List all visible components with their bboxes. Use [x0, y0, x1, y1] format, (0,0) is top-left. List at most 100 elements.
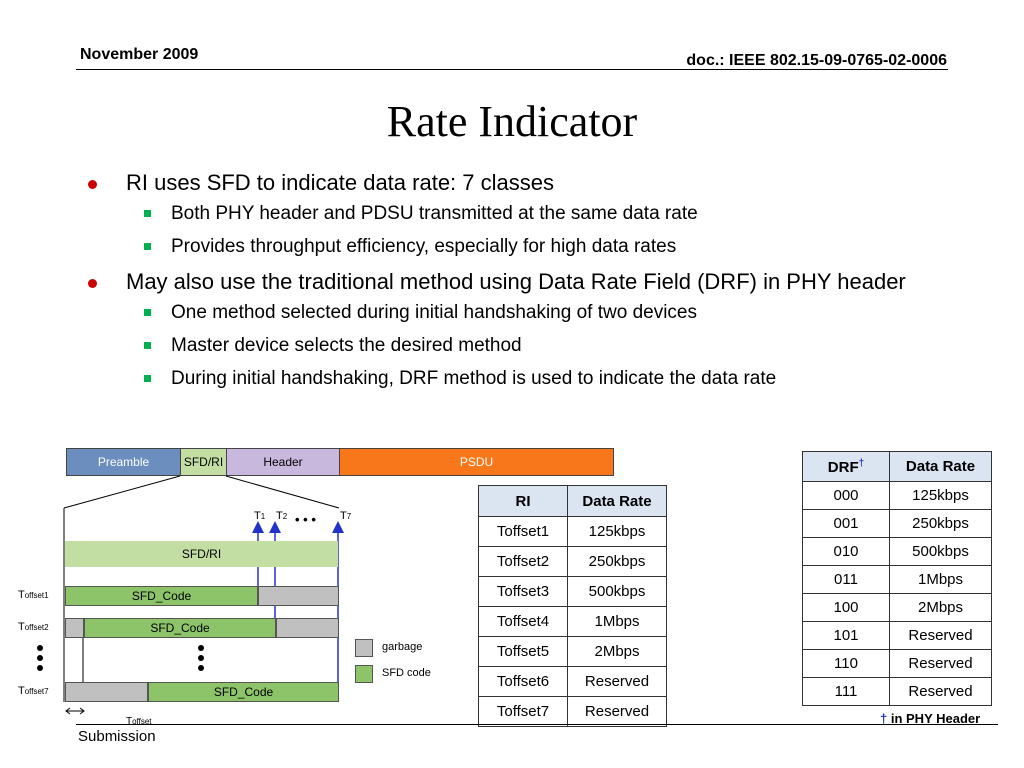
table-row: Toffset2 250kbps: [478, 546, 667, 577]
footer-submission: Submission: [78, 728, 156, 745]
table-cell: 125kbps: [889, 481, 992, 510]
table-cell: Toffset6: [478, 666, 568, 697]
sfd-ri-expanded: SFD/RI: [65, 541, 338, 567]
bullet-item: May also use the traditional method usin…: [88, 267, 928, 297]
legend-garbage-label: garbage: [382, 641, 423, 653]
garbage-segment: [258, 586, 339, 606]
legend-garbage-swatch: [355, 639, 373, 657]
t1-label: T1: [254, 510, 266, 522]
table-cell: 101: [802, 621, 890, 650]
table-cell: Toffset4: [478, 606, 568, 637]
sub-bullet-text: Provides throughput efficiency, especial…: [171, 236, 677, 257]
footer-divider: [76, 724, 998, 725]
table-cell: 1Mbps: [567, 606, 667, 637]
sub-bullet-item: One method selected during initial hands…: [88, 300, 928, 326]
square-bullet-icon: [144, 243, 151, 250]
legend-sfd-label: SFD code: [382, 667, 431, 679]
table-cell: Toffset7: [478, 696, 568, 727]
square-bullet-icon: [144, 309, 151, 316]
vertical-dots-icon: [37, 645, 43, 671]
square-bullet-icon: [144, 375, 151, 382]
page-title: Rate Indicator: [386, 97, 638, 146]
ri-col-header: RI: [478, 485, 568, 517]
table-cell: 001: [802, 509, 890, 538]
table-cell: 2Mbps: [889, 593, 992, 622]
row-label-offset7: Toffset7: [18, 685, 49, 697]
dots-label: • • •: [295, 512, 316, 527]
toffset-label: Toffset: [126, 716, 152, 727]
ri-col-header: Data Rate: [567, 485, 667, 517]
table-cell: Toffset1: [478, 516, 568, 547]
table-row: 010 500kbps: [802, 537, 992, 566]
bullet-dot-icon: [88, 279, 97, 288]
dagger-icon: †: [858, 457, 865, 469]
table-cell: 100: [802, 593, 890, 622]
date-label: November 2009: [80, 46, 199, 63]
table-cell: Reserved: [889, 649, 992, 678]
bullet-text: May also use the traditional method usin…: [126, 269, 906, 294]
row-label-offset1: Toffset1: [18, 589, 49, 601]
table-row: Toffset3 500kbps: [478, 576, 667, 607]
table-cell: 500kbps: [889, 537, 992, 566]
table-row: Toffset7 Reserved: [478, 696, 667, 727]
square-bullet-icon: [144, 210, 151, 217]
sfd-code-segment: SFD_Code: [148, 682, 339, 702]
table-row: Toffset1 125kbps: [478, 516, 667, 547]
table-cell: 2Mbps: [567, 636, 667, 667]
dagger-icon: †: [880, 711, 888, 726]
table-row: 011 1Mbps: [802, 565, 992, 594]
table-cell: 011: [802, 565, 890, 594]
sub-bullet-text: During initial handshaking, DRF method i…: [171, 368, 777, 389]
sub-bullet-text: Master device selects the desired method: [171, 335, 522, 356]
table-row: 111 Reserved: [802, 677, 992, 706]
bullet-dot-icon: [88, 180, 97, 189]
sub-bullet-item: During initial handshaking, DRF method i…: [88, 366, 928, 392]
table-cell: Reserved: [567, 666, 667, 697]
table-row: 000 125kbps: [802, 481, 992, 510]
sfd-code-segment: SFD_Code: [84, 618, 276, 638]
table-cell: 125kbps: [567, 516, 667, 547]
sub-bullet-text: Both PHY header and PDSU transmitted at …: [171, 203, 698, 224]
doc-number: doc.: IEEE 802.15-09-0765-02-0006: [686, 52, 947, 69]
drf-col-header: DRF†: [802, 451, 890, 482]
table-cell: Reserved: [889, 621, 992, 650]
frame-preamble: Preamble: [66, 448, 181, 476]
drf-table: DRF† Data Rate 000 125kbps 001 250kbps 010 50…: [802, 451, 992, 706]
garbage-segment: [276, 618, 339, 638]
garbage-segment: [65, 682, 148, 702]
sub-bullet-item: Master device selects the desired method: [88, 333, 928, 359]
table-cell: Reserved: [567, 696, 667, 727]
table-cell: 010: [802, 537, 890, 566]
table-cell: Reserved: [889, 677, 992, 706]
table-cell: 110: [802, 649, 890, 678]
table-row: 100 2Mbps: [802, 593, 992, 622]
bullet-text: RI uses SFD to indicate data rate: 7 cla…: [126, 170, 554, 195]
square-bullet-icon: [144, 342, 151, 349]
table-row: Toffset5 2Mbps: [478, 636, 667, 667]
table-row: Toffset6 Reserved: [478, 666, 667, 697]
table-row: 001 250kbps: [802, 509, 992, 538]
table-cell: 000: [802, 481, 890, 510]
frame-psdu: PSDU: [339, 448, 614, 476]
sub-bullet-item: Both PHY header and PDSU transmitted at …: [88, 201, 928, 227]
phy-header-footnote: † in PHY Header: [880, 711, 981, 726]
garbage-segment: [65, 618, 84, 638]
t7-label: T7: [340, 510, 352, 522]
table-cell: 250kbps: [889, 509, 992, 538]
table-cell: 1Mbps: [889, 565, 992, 594]
frame-sfd-ri: SFD/RI: [180, 448, 227, 476]
sfd-code-segment: SFD_Code: [65, 586, 258, 606]
sub-bullet-text: One method selected during initial hands…: [171, 302, 697, 323]
table-row: 101 Reserved: [802, 621, 992, 650]
table-cell: Toffset5: [478, 636, 568, 667]
sub-bullet-item: Provides throughput efficiency, especial…: [88, 234, 928, 260]
table-row: Toffset4 1Mbps: [478, 606, 667, 637]
ri-table-body: Toffset1 125kbps Toffset2 250kbps Toffset3 50…: [478, 516, 667, 727]
t2-label: T2: [276, 510, 288, 522]
bullet-item: RI uses SFD to indicate data rate: 7 cla…: [88, 168, 928, 198]
table-cell: Toffset2: [478, 546, 568, 577]
table-row: 110 Reserved: [802, 649, 992, 678]
drf-table-body: 000 125kbps 001 250kbps 010 500kbps 011 1Mbps 10…: [802, 481, 992, 706]
ri-table: RI Data Rate Toffset1 125kbps Toffset2 250k…: [478, 485, 667, 727]
table-cell: 500kbps: [567, 576, 667, 607]
